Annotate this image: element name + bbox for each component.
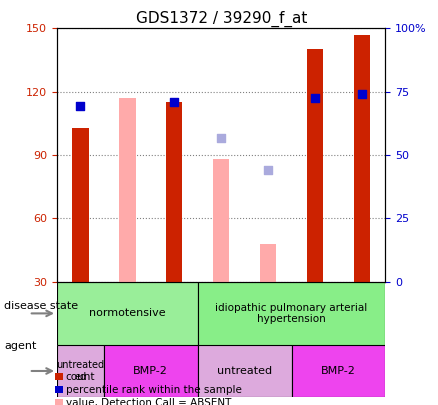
FancyBboxPatch shape	[198, 282, 385, 345]
Bar	[245, 28, 292, 282]
Bar	[339, 28, 385, 282]
FancyBboxPatch shape	[57, 345, 104, 397]
Bar	[198, 28, 245, 282]
Bar	[213, 159, 230, 282]
Bar	[151, 28, 198, 282]
Text: BMP-2: BMP-2	[133, 366, 168, 376]
Bar	[104, 28, 151, 282]
Text: normotensive: normotensive	[89, 308, 166, 318]
Text: percentile rank within the sample: percentile rank within the sample	[66, 385, 242, 394]
Text: agent: agent	[4, 341, 37, 351]
FancyBboxPatch shape	[57, 282, 198, 345]
Text: disease state: disease state	[4, 301, 78, 311]
Text: untreated: untreated	[217, 366, 272, 376]
Title: GDS1372 / 39290_f_at: GDS1372 / 39290_f_at	[135, 11, 307, 27]
Bar	[57, 28, 104, 282]
Point	[358, 91, 365, 97]
Text: untreated
ed: untreated ed	[57, 360, 105, 382]
Bar	[307, 49, 323, 282]
Bar	[119, 98, 135, 282]
Point	[265, 166, 272, 173]
Point	[218, 135, 225, 141]
Bar	[72, 128, 88, 282]
FancyBboxPatch shape	[104, 345, 198, 397]
FancyBboxPatch shape	[292, 345, 385, 397]
Text: idiopathic pulmonary arterial
hypertension: idiopathic pulmonary arterial hypertensi…	[215, 303, 368, 324]
Bar	[292, 28, 339, 282]
Bar	[260, 244, 276, 282]
Text: BMP-2: BMP-2	[321, 366, 356, 376]
Text: value, Detection Call = ABSENT: value, Detection Call = ABSENT	[66, 398, 231, 405]
Bar	[166, 102, 183, 282]
Point	[311, 95, 318, 101]
Bar	[354, 35, 370, 282]
Point	[171, 99, 178, 105]
Text: count: count	[66, 372, 95, 382]
Point	[77, 103, 84, 110]
FancyBboxPatch shape	[198, 345, 292, 397]
